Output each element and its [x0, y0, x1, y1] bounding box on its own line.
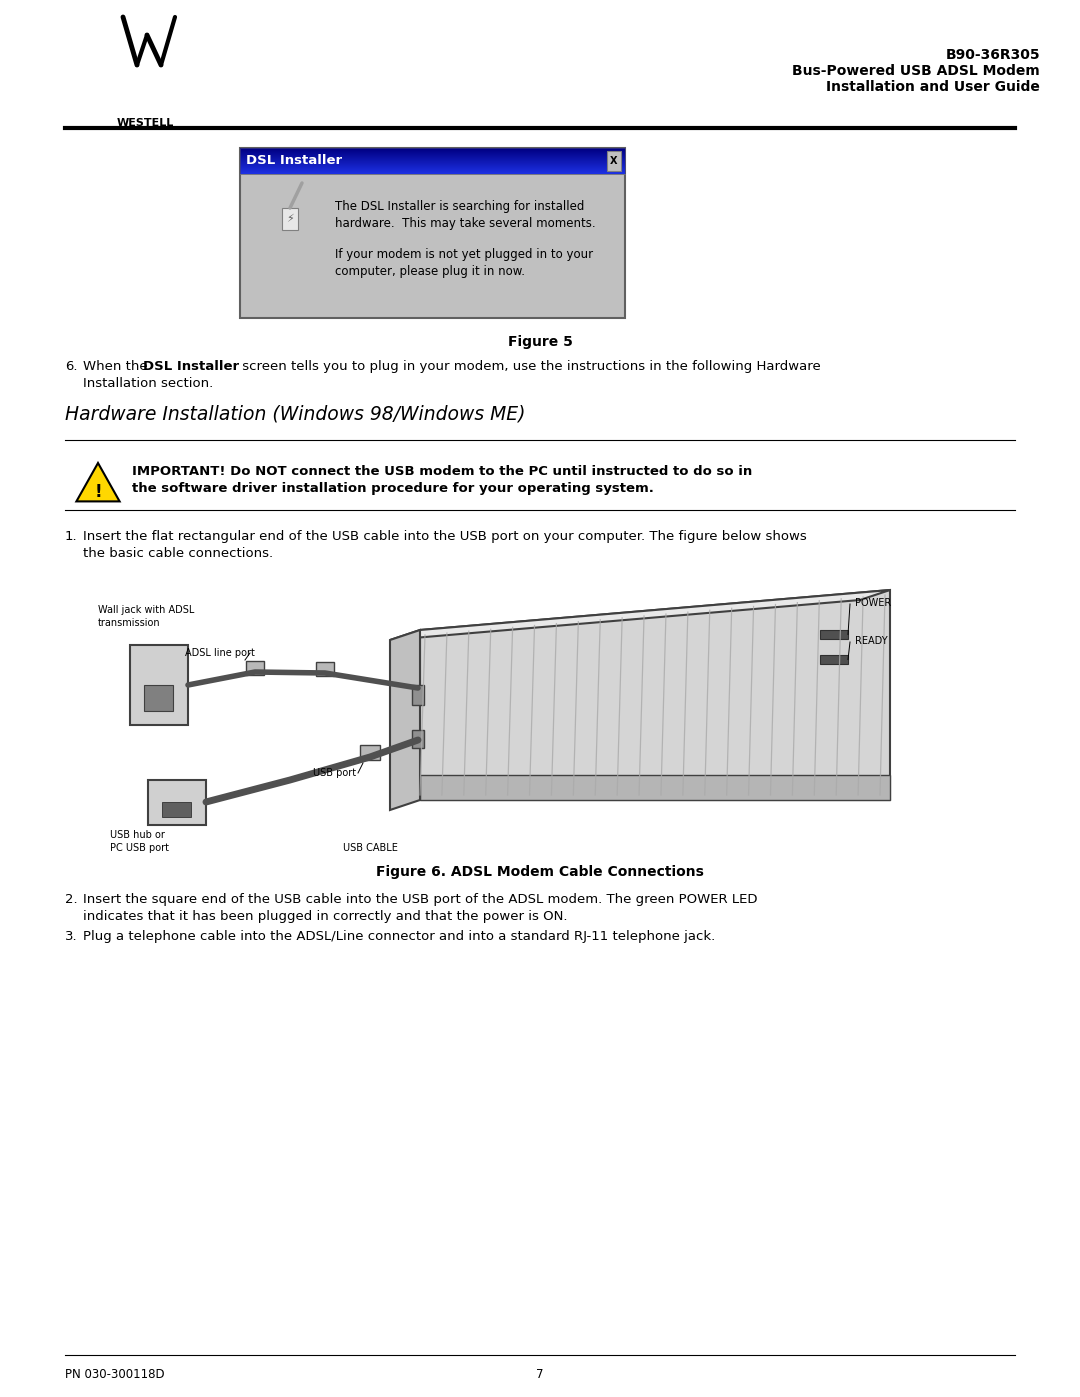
- Bar: [282, 208, 298, 231]
- Text: ADSL line port: ADSL line port: [185, 648, 255, 658]
- Bar: [820, 655, 848, 664]
- Text: 7: 7: [537, 1368, 543, 1382]
- Text: DSL Installer: DSL Installer: [246, 155, 342, 168]
- Bar: [240, 148, 625, 319]
- Text: computer, please plug it in now.: computer, please plug it in now.: [335, 265, 525, 278]
- Text: POWER: POWER: [855, 598, 891, 608]
- Text: Figure 6. ADSL Modem Cable Connections: Figure 6. ADSL Modem Cable Connections: [376, 865, 704, 879]
- Text: B90-36R305: B90-36R305: [945, 47, 1040, 61]
- Text: READY: READY: [855, 636, 888, 645]
- Bar: [411, 685, 424, 705]
- Text: USB CABLE: USB CABLE: [342, 842, 397, 854]
- Text: Insert the flat rectangular end of the USB cable into the USB port on your compu: Insert the flat rectangular end of the U…: [83, 529, 807, 543]
- Text: Hardware Installation (Windows 98/Windows ME): Hardware Installation (Windows 98/Window…: [65, 405, 526, 425]
- Text: USB port: USB port: [313, 768, 356, 778]
- Text: Figure 5: Figure 5: [508, 335, 572, 349]
- Text: X: X: [610, 156, 618, 166]
- Bar: [144, 685, 173, 711]
- Polygon shape: [77, 462, 120, 502]
- Text: WESTELL: WESTELL: [117, 117, 174, 129]
- Text: !: !: [94, 483, 102, 502]
- Polygon shape: [390, 590, 890, 640]
- Text: ⚡: ⚡: [286, 214, 294, 224]
- Text: 3.: 3.: [65, 930, 78, 943]
- Text: hardware.  This may take several moments.: hardware. This may take several moments.: [335, 217, 596, 231]
- Text: Plug a telephone cable into the ADSL/Line connector and into a standard RJ-11 te: Plug a telephone cable into the ADSL/Lin…: [83, 930, 715, 943]
- Text: If your modem is not yet plugged in to your: If your modem is not yet plugged in to y…: [335, 249, 593, 261]
- Bar: [246, 661, 264, 675]
- Polygon shape: [420, 590, 890, 800]
- Text: indicates that it has been plugged in correctly and that the power is ON.: indicates that it has been plugged in co…: [83, 909, 567, 923]
- Bar: [411, 731, 424, 747]
- Text: screen tells you to plug in your modem, use the instructions in the following Ha: screen tells you to plug in your modem, …: [238, 360, 821, 373]
- Bar: [162, 802, 191, 817]
- Text: 6.: 6.: [65, 360, 78, 373]
- Text: Wall jack with ADSL
transmission: Wall jack with ADSL transmission: [98, 605, 194, 629]
- Text: IMPORTANT! Do NOT connect the USB modem to the PC until instructed to do so in: IMPORTANT! Do NOT connect the USB modem …: [132, 465, 753, 478]
- Polygon shape: [420, 775, 890, 800]
- Bar: [316, 662, 334, 676]
- Text: the software driver installation procedure for your operating system.: the software driver installation procedu…: [132, 482, 653, 495]
- Bar: [148, 780, 206, 826]
- Bar: [820, 630, 848, 638]
- Text: 2.: 2.: [65, 893, 78, 907]
- Text: When the: When the: [83, 360, 152, 373]
- Text: DSL Installer: DSL Installer: [143, 360, 239, 373]
- Text: 1.: 1.: [65, 529, 78, 543]
- Bar: [607, 151, 621, 170]
- Text: Bus-Powered USB ADSL Modem: Bus-Powered USB ADSL Modem: [793, 64, 1040, 78]
- Bar: [240, 148, 625, 175]
- Bar: [130, 645, 188, 725]
- Text: Insert the square end of the USB cable into the USB port of the ADSL modem. The : Insert the square end of the USB cable i…: [83, 893, 757, 907]
- Bar: [360, 745, 380, 760]
- Text: PN 030-300118D: PN 030-300118D: [65, 1368, 164, 1382]
- Text: USB hub or
PC USB port: USB hub or PC USB port: [110, 830, 168, 854]
- Polygon shape: [390, 630, 420, 810]
- Text: Installation section.: Installation section.: [83, 377, 213, 390]
- Text: The DSL Installer is searching for installed: The DSL Installer is searching for insta…: [335, 200, 584, 212]
- Text: Installation and User Guide: Installation and User Guide: [826, 80, 1040, 94]
- Text: the basic cable connections.: the basic cable connections.: [83, 548, 273, 560]
